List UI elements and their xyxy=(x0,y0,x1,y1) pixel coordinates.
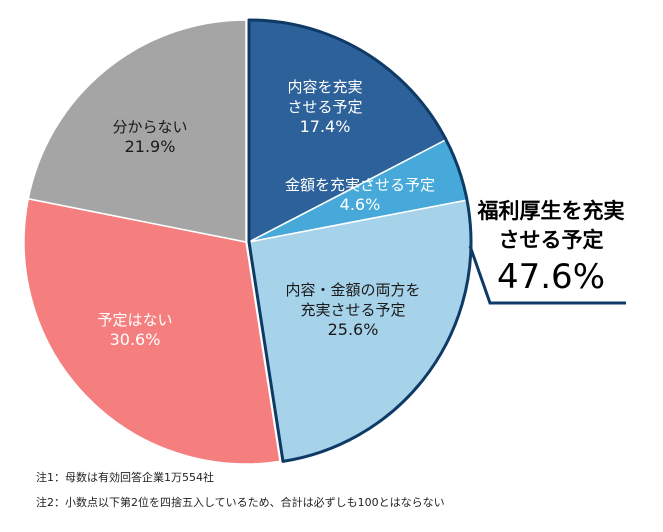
group-outline xyxy=(247,18,473,463)
label-line: 金額を充実させる予定 xyxy=(284,176,436,194)
label-value: 25.6% xyxy=(327,320,379,339)
label-value: 17.4% xyxy=(299,117,351,136)
label-line: 予定はない xyxy=(97,311,173,329)
label-line: 充実させる予定 xyxy=(300,301,406,319)
slice-label-amount: 金額を充実させる予定 4.6% xyxy=(285,175,435,215)
label-line: 内容・金額の両方を xyxy=(285,281,421,299)
slice-label-unknown: 分からない 21.9% xyxy=(112,117,187,157)
pie-slice-4 xyxy=(27,19,247,243)
slice-label-content: 内容を充実 させる予定 17.4% xyxy=(287,77,362,137)
label-value: 21.9% xyxy=(124,137,176,156)
label-value: 4.6% xyxy=(339,195,381,214)
callout-line: 福利厚生を充実 xyxy=(477,199,625,223)
callout-line: させる予定 xyxy=(498,228,604,252)
label-value: 30.6% xyxy=(109,330,161,349)
note-2: 注2：小数点以下第2位を四捨五入しているため、合計は必ずしも100とはならない xyxy=(36,496,445,509)
label-line: 分からない xyxy=(112,118,188,136)
slice-label-no-plan: 予定はない 30.6% xyxy=(97,310,172,350)
pie-slice-3 xyxy=(23,197,281,465)
note-1: 注1：母数は有効回答企業1万554社 xyxy=(36,471,214,484)
callout-leader-line xyxy=(468,245,626,305)
group-callout: 福利厚生を充実 させる予定 47.6% xyxy=(466,197,636,299)
callout-value: 47.6% xyxy=(496,257,605,297)
label-line: 内容を充実 xyxy=(287,78,363,96)
label-line: させる予定 xyxy=(287,98,363,116)
slice-label-both: 内容・金額の両方を 充実させる予定 25.6% xyxy=(285,280,420,340)
